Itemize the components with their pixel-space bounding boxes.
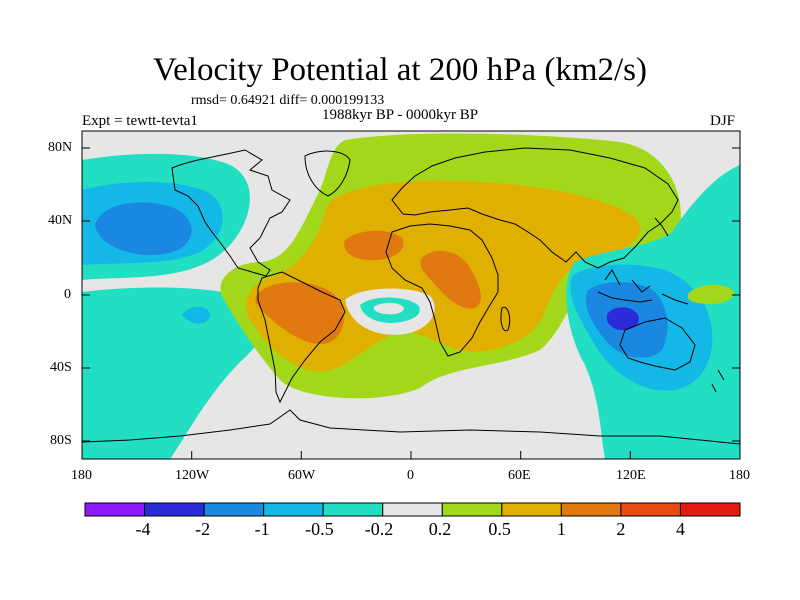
plot-title: Velocity Potential at 200 hPa (km2/s) [152, 52, 648, 88]
lat-tick-label-80s: 80S [50, 433, 72, 448]
colorbar-swatch [382, 502, 443, 517]
lat-tick-label-80n: 80N [48, 140, 73, 155]
coastline-greenland [304, 150, 351, 197]
lon-tick-label-180e: 180 [729, 468, 750, 483]
colorbar-swatch [144, 502, 205, 517]
colorbar-swatch [203, 502, 265, 517]
colorbar-tick-label: -0.5 [305, 519, 334, 539]
coastline-eurasia [391, 147, 679, 269]
contour-hole-inner [373, 302, 404, 315]
colorbar-swatch [679, 502, 741, 517]
lat-tick-label-0: 0 [64, 287, 71, 302]
contour-pos-1-atlantic [344, 230, 404, 261]
colorbar-tick-label: -4 [135, 519, 151, 539]
lon-tick-label-0: 0 [407, 468, 414, 483]
lon-tick-label-60e: 60E [508, 468, 531, 483]
colorbar-tick-label: 1 [556, 519, 566, 539]
contour-field [82, 131, 740, 459]
period-label: 1988kyr BP - 0000kyr BP [322, 107, 479, 123]
colorbar-swatch [263, 502, 324, 517]
colorbar [84, 502, 741, 517]
coastline-australia [619, 317, 696, 371]
contour-pos-02-dateline [687, 284, 735, 305]
contour-neg-05-patch [182, 306, 211, 324]
lat-tick-label-40s: 40S [50, 360, 72, 375]
lon-tick-label-180w: 180 [71, 468, 92, 483]
colorbar-tick-label: -2 [195, 519, 211, 539]
colorbar-swatch [620, 502, 681, 517]
coastline-south-america [257, 271, 346, 404]
lon-tick-label-120e: 120E [616, 468, 646, 483]
colorbar-tick-label: 4 [675, 519, 685, 539]
season-label: DJF [710, 113, 736, 129]
contour-pos-1-amazon [255, 282, 345, 344]
colorbar-tick-label: -1 [254, 519, 270, 539]
coastline-new-zealand [711, 369, 725, 393]
coastline-japan [654, 217, 669, 237]
coastline-antarctica [82, 409, 740, 445]
colorbar-tick-label: 0.5 [488, 519, 511, 539]
lat-tick-label-40n: 40N [48, 213, 73, 228]
coastline-madagascar [500, 306, 511, 332]
contour-pos-1-africa [420, 250, 481, 309]
lon-tick-label-60w: 60W [288, 468, 316, 483]
lon-tick-label-120w: 120W [175, 468, 210, 483]
axis-ticks [81, 147, 741, 459]
coastline-indonesia [597, 269, 689, 305]
coastline-africa [385, 223, 499, 357]
contour-neg-2-core [606, 307, 639, 331]
coastline-north-america [171, 149, 291, 277]
colorbar-tick-label: 2 [616, 519, 626, 539]
experiment-label: Expt = tewtt-tevta1 [82, 113, 198, 129]
colorbar-swatch [84, 502, 146, 517]
colorbar-swatch [322, 502, 384, 517]
coastlines [82, 147, 740, 445]
colorbar-tick-label: 0.2 [428, 519, 452, 539]
stats-label: rmsd= 0.64921 diff= 0.000199133 [191, 93, 385, 108]
colorbar-swatch [441, 502, 503, 517]
colorbar-tick-label: -0.2 [364, 519, 394, 539]
colorbar-swatch [501, 502, 562, 517]
contour-neg-02-southpac [82, 287, 267, 459]
colorbar-swatch [560, 502, 622, 517]
contour-neg-1-northpac [95, 202, 192, 256]
